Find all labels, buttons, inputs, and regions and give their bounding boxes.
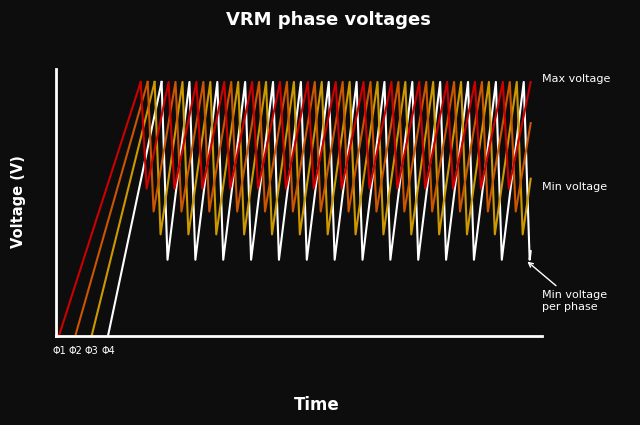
Text: Φ3: Φ3 <box>84 346 99 356</box>
Text: Time: Time <box>294 396 340 414</box>
Y-axis label: Voltage (V): Voltage (V) <box>11 155 26 248</box>
Title: VRM phase voltages: VRM phase voltages <box>227 11 431 29</box>
Text: Φ2: Φ2 <box>68 346 82 356</box>
Text: Φ1: Φ1 <box>52 346 66 356</box>
Text: Φ4: Φ4 <box>101 346 115 356</box>
Text: Max voltage: Max voltage <box>541 74 610 85</box>
Text: Min voltage: Min voltage <box>541 182 607 193</box>
Text: Min voltage
per phase: Min voltage per phase <box>529 263 607 312</box>
